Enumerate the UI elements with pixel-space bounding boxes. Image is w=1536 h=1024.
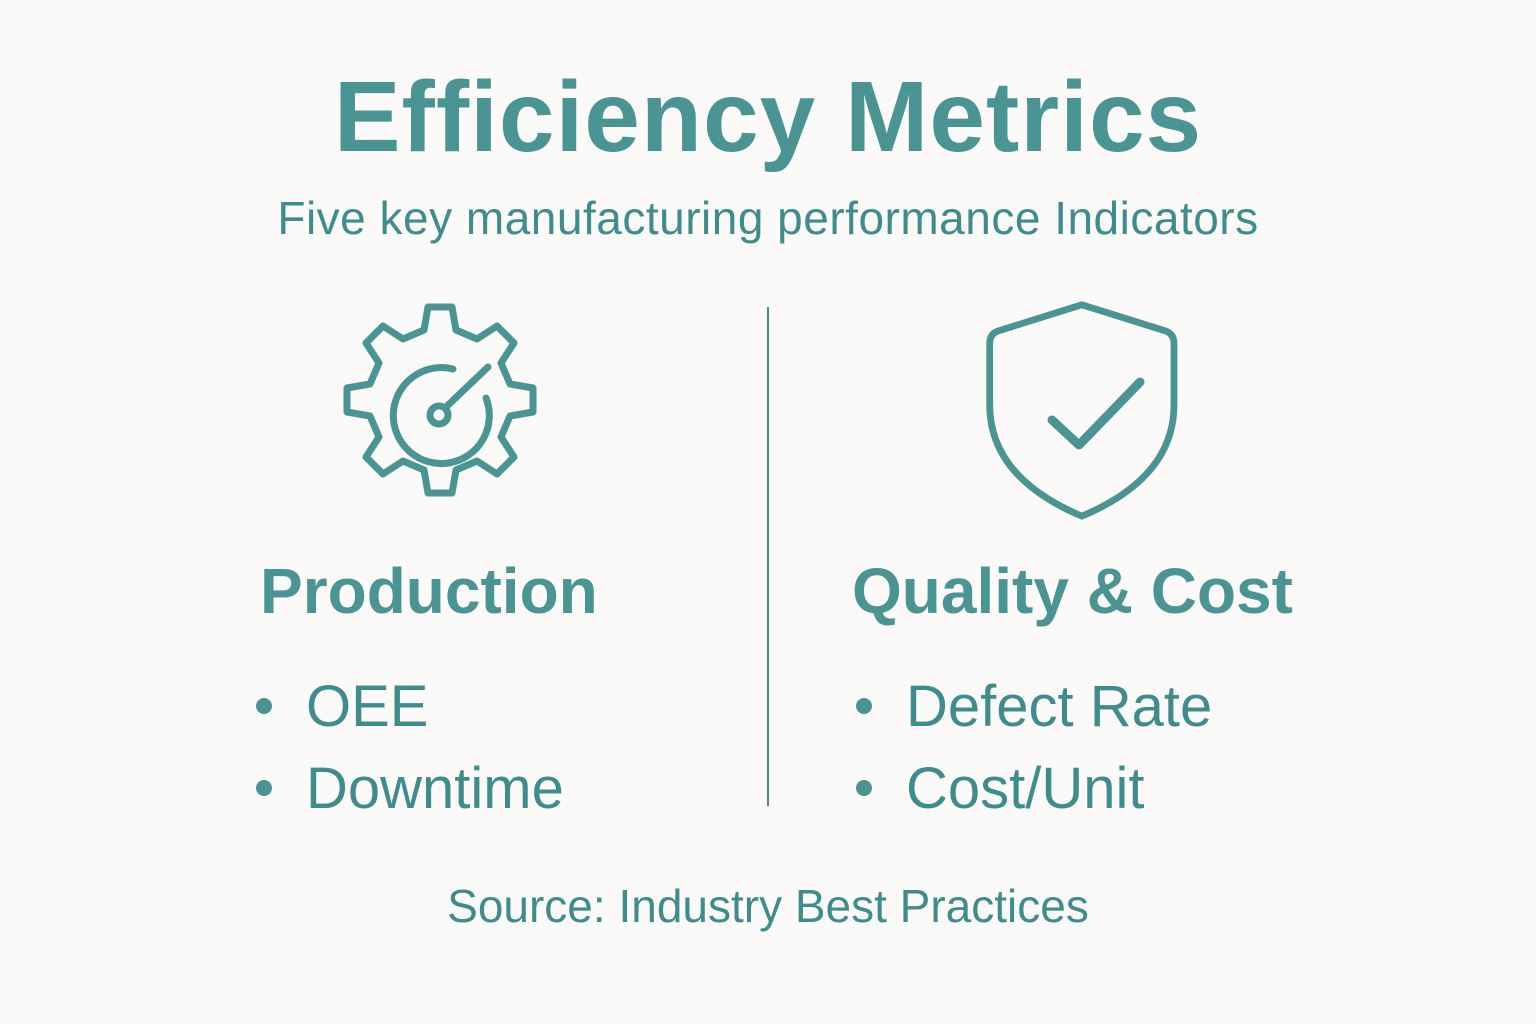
source-note: Source: Industry Best Practices bbox=[447, 880, 1089, 932]
column-divider bbox=[767, 307, 769, 806]
quality-cost-metrics-list: Defect Rate Cost/Unit bbox=[852, 665, 1212, 829]
page-title: Efficiency Metrics bbox=[333, 61, 1203, 173]
gear-gauge-icon bbox=[328, 295, 558, 530]
bullet-icon bbox=[256, 780, 272, 796]
production-metrics-list: OEE Downtime bbox=[252, 665, 564, 829]
metric-label: OEE bbox=[306, 673, 429, 739]
shield-check-icon bbox=[980, 295, 1190, 530]
list-item: Defect Rate bbox=[852, 665, 1212, 747]
page-subtitle: Five key manufacturing performance Indic… bbox=[277, 192, 1259, 244]
production-heading: Production bbox=[260, 555, 598, 627]
bullet-icon bbox=[256, 698, 272, 714]
quality-cost-heading: Quality & Cost bbox=[852, 555, 1293, 627]
list-item: OEE bbox=[252, 665, 564, 747]
metric-label: Cost/Unit bbox=[906, 755, 1145, 821]
metric-label: Defect Rate bbox=[906, 673, 1213, 739]
list-item: Cost/Unit bbox=[852, 747, 1212, 829]
bullet-icon bbox=[856, 698, 872, 714]
bullet-icon bbox=[856, 780, 872, 796]
metric-label: Downtime bbox=[306, 755, 564, 821]
list-item: Downtime bbox=[252, 747, 564, 829]
